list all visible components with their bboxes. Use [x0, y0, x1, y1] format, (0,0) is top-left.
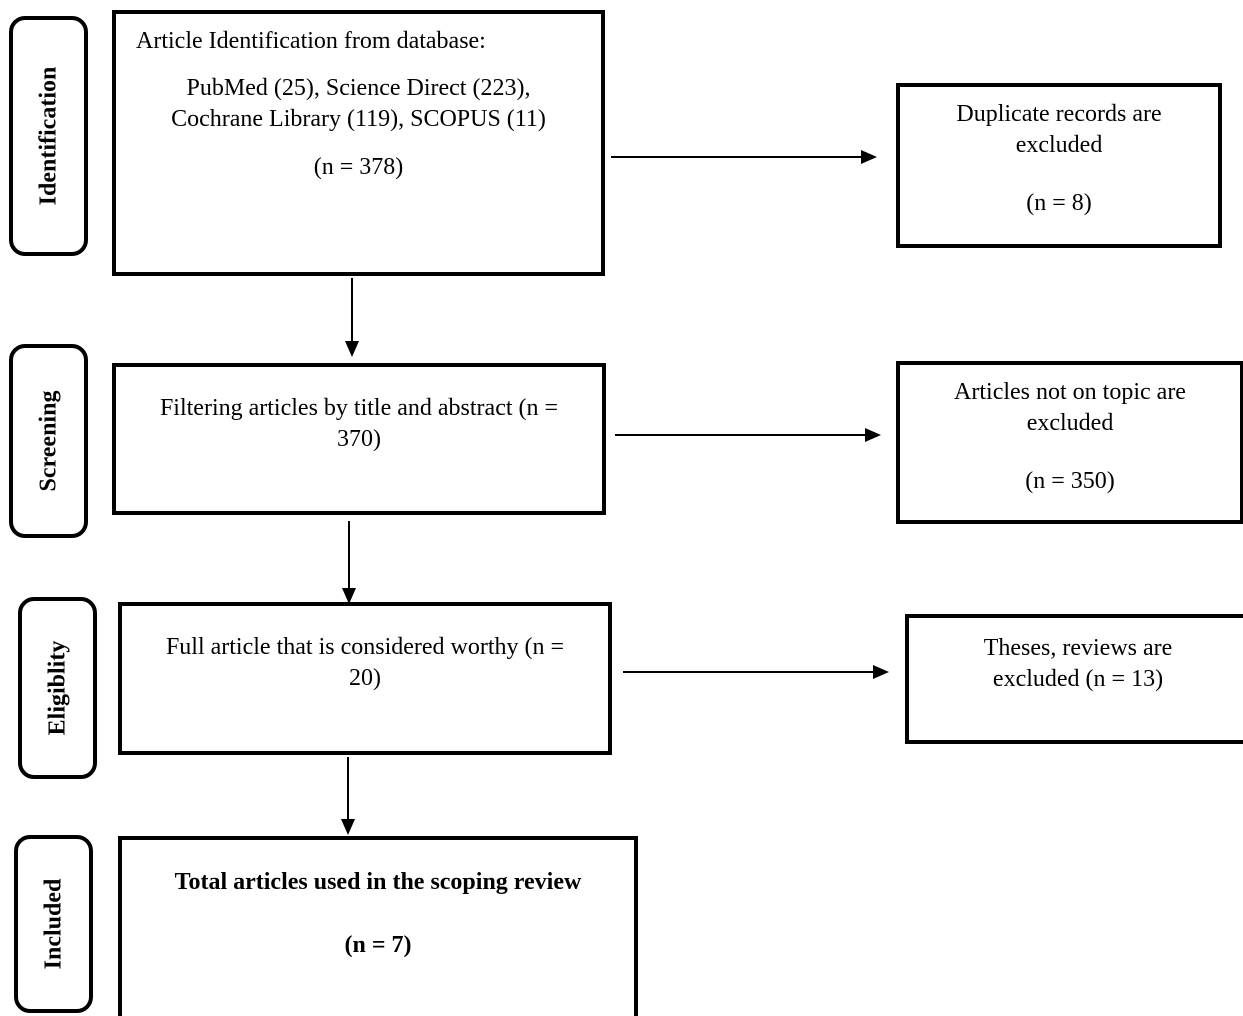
stage-included: Included — [14, 835, 93, 1013]
off-topic-line1: Articles not on topic are — [954, 379, 1186, 405]
duplicates-line2: excluded — [1015, 132, 1103, 158]
identification-heading: Article Identification from database: — [136, 28, 486, 54]
arrow-to-duplicates-head — [861, 150, 877, 164]
arrow-screening-to-eligibility-head — [342, 588, 356, 604]
off-topic-line2: excluded — [1026, 410, 1114, 436]
screening-box: Filtering articles by title and abstract… — [112, 363, 606, 515]
theses-line2: excluded (n = 13) — [992, 666, 1164, 692]
theses-line1: Theses, reviews are — [983, 635, 1173, 661]
off-topic-count: (n = 350) — [1025, 468, 1115, 494]
included-count: (n = 7) — [344, 932, 412, 958]
screening-line1: Filtering articles by title and abstract… — [159, 395, 559, 421]
stage-eligibility: Eligiblity — [18, 597, 97, 779]
identification-sources-line2: Cochrane Library (119), SCOPUS (11) — [171, 106, 546, 132]
screening-line2: 370) — [337, 426, 381, 452]
included-box: Total articles used in the scoping revie… — [118, 836, 638, 1016]
duplicates-line1: Duplicate records are — [956, 101, 1162, 127]
arrow-eligibility-to-included-head — [341, 819, 355, 835]
identification-sources-line1: PubMed (25), Science Direct (223), — [186, 75, 531, 101]
stage-identification: Identification — [9, 16, 88, 256]
eligibility-line2: 20) — [349, 665, 381, 691]
stage-screening: Screening — [9, 344, 88, 538]
arrow-to-off-topic-head — [865, 428, 881, 442]
eligibility-line1: Full article that is considered worthy (… — [165, 634, 565, 660]
eligibility-box: Full article that is considered worthy (… — [118, 602, 612, 755]
included-line1: Total articles used in the scoping revie… — [174, 869, 582, 895]
identification-box: Article Identification from database: Pu… — [112, 10, 605, 276]
off-topic-excluded-box: Articles not on topic are excluded (n = … — [896, 361, 1243, 524]
arrow-identification-to-screening-head — [345, 341, 359, 357]
identification-count: (n = 378) — [313, 154, 404, 180]
arrow-to-theses-head — [873, 665, 889, 679]
duplicates-excluded-box: Duplicate records are excluded (n = 8) — [896, 83, 1222, 248]
theses-excluded-box: Theses, reviews are excluded (n = 13) — [905, 614, 1243, 744]
duplicates-count: (n = 8) — [1026, 190, 1092, 216]
